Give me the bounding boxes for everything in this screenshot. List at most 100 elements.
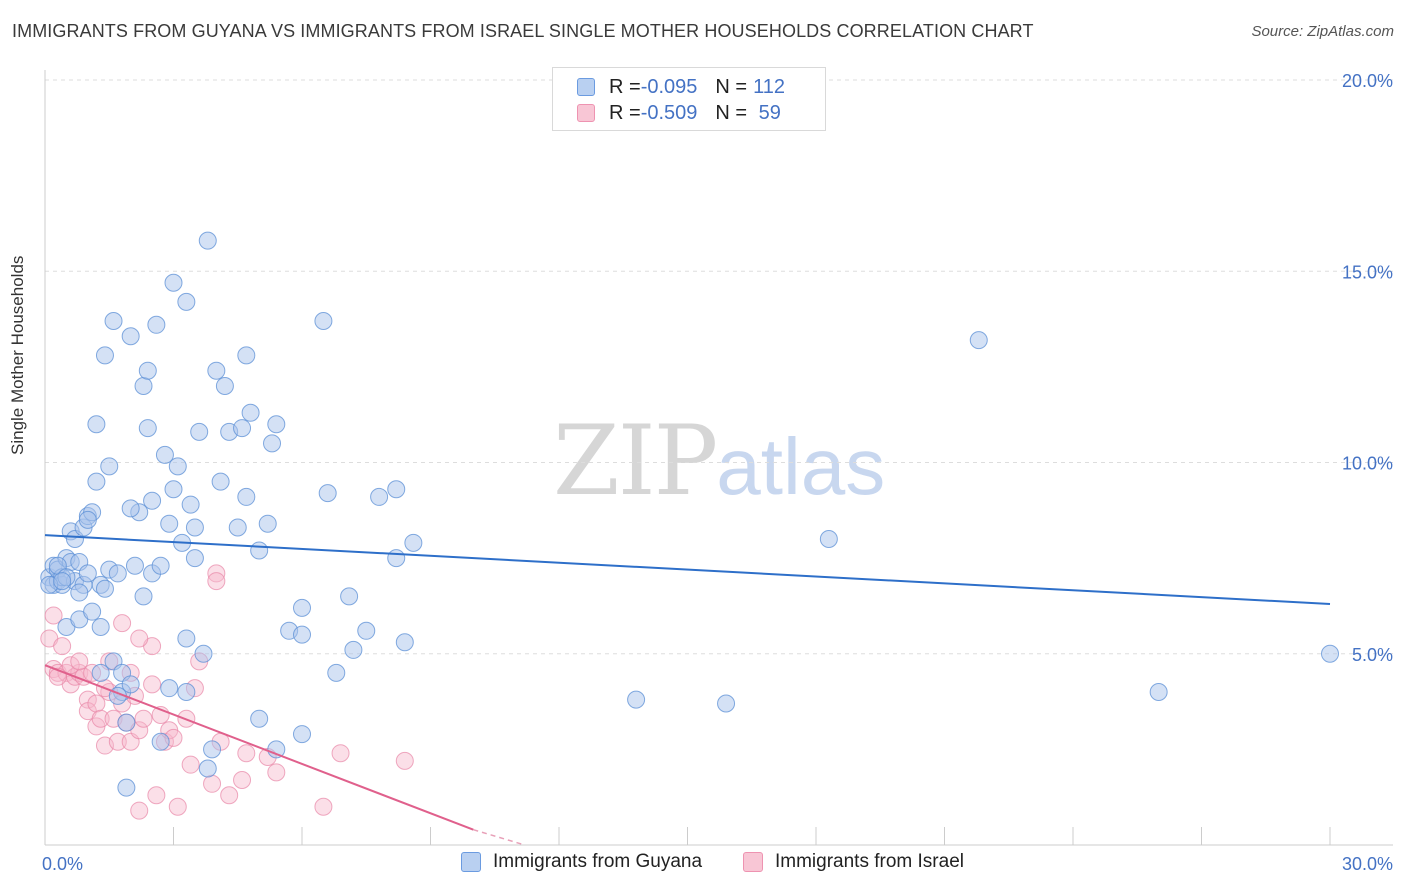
- trend-lines: [44, 534, 1331, 846]
- data-point-guyana: [387, 480, 406, 499]
- axes: [44, 70, 1393, 846]
- data-point-guyana: [78, 564, 97, 583]
- data-point-israel: [181, 755, 200, 774]
- watermark-atlas: atlas: [716, 422, 886, 511]
- data-point-israel: [53, 637, 72, 656]
- data-point-guyana: [404, 533, 423, 552]
- data-point-guyana: [53, 572, 72, 591]
- correlation-legend: R = -0.095 N = 112 R = -0.509 N = 59: [552, 67, 826, 131]
- data-point-guyana: [155, 445, 174, 464]
- data-point-guyana: [95, 579, 114, 598]
- trend-line-guyana: [44, 534, 1331, 606]
- trend-line-israel: [44, 664, 474, 831]
- data-point-guyana: [211, 472, 230, 491]
- data-point-guyana: [1321, 644, 1339, 663]
- data-point-guyana: [108, 564, 127, 583]
- data-point-israel: [113, 614, 132, 633]
- data-point-israel: [207, 572, 226, 591]
- data-point-israel: [168, 797, 187, 816]
- watermark: ZIPatlas: [553, 405, 885, 517]
- bottom-legend-israel[interactable]: Immigrants from Israel: [743, 851, 964, 873]
- bottom-legend-guyana[interactable]: Immigrants from Guyana: [461, 851, 702, 873]
- data-point-guyana: [267, 415, 286, 434]
- data-point-israel: [130, 801, 149, 820]
- legend-r-label: R =: [609, 101, 641, 124]
- data-point-guyana: [87, 472, 106, 491]
- data-point-israel: [130, 629, 149, 648]
- data-point-guyana: [100, 457, 119, 476]
- tick-labels: 5.0% 10.0% 15.0% 20.0% 0.0% 30.0%: [42, 71, 1393, 874]
- data-point-guyana: [138, 419, 157, 438]
- source-label[interactable]: Source: ZipAtlas.com: [1251, 23, 1394, 40]
- data-point-guyana: [134, 377, 153, 395]
- legend-row-guyana: R = -0.095 N = 112: [577, 75, 785, 99]
- data-point-israel: [91, 709, 110, 728]
- data-point-israel: [70, 652, 89, 671]
- data-point-guyana: [91, 663, 110, 682]
- y-tick-label: 10.0%: [1342, 454, 1393, 474]
- data-point-guyana: [395, 633, 414, 652]
- data-point-guyana: [263, 434, 282, 453]
- chart-title: IMMIGRANTS FROM GUYANA VS IMMIGRANTS FRO…: [12, 21, 1034, 41]
- data-point-guyana: [177, 683, 196, 701]
- data-point-guyana: [78, 510, 97, 529]
- legend-n-label: N =: [715, 101, 748, 124]
- data-point-israel: [207, 564, 226, 583]
- data-point-guyana: [318, 484, 337, 503]
- y-tick-label: 15.0%: [1342, 262, 1393, 282]
- legend-r-label: R =: [609, 75, 641, 98]
- data-point-guyana: [340, 587, 359, 606]
- data-point-guyana: [387, 549, 406, 568]
- data-point-israel: [203, 774, 222, 793]
- data-point-guyana: [267, 740, 286, 759]
- bottom-legend-swatch-israel: [743, 852, 763, 872]
- legend-n-value: 59: [753, 101, 781, 124]
- data-point-israel: [44, 606, 63, 625]
- series-guyana: [40, 231, 1339, 797]
- data-point-israel: [61, 656, 80, 675]
- data-point-guyana: [228, 518, 247, 537]
- data-point-guyana: [70, 583, 89, 602]
- data-point-guyana: [147, 315, 166, 334]
- data-point-guyana: [819, 530, 838, 548]
- data-point-israel: [233, 770, 252, 789]
- data-point-guyana: [357, 621, 376, 640]
- data-point-guyana: [104, 311, 123, 330]
- data-point-guyana: [177, 292, 196, 311]
- data-point-guyana: [185, 549, 204, 568]
- data-point-guyana: [293, 725, 311, 744]
- data-point-guyana: [327, 663, 346, 682]
- data-point-israel: [314, 797, 333, 816]
- data-point-guyana: [293, 598, 311, 617]
- data-point-guyana: [160, 679, 179, 698]
- data-point-guyana: [151, 732, 170, 751]
- trend-line-israel-extension: [473, 828, 525, 846]
- data-point-guyana: [185, 518, 204, 537]
- data-point-guyana: [181, 495, 200, 514]
- data-point-guyana: [91, 617, 110, 636]
- data-point-guyana: [198, 231, 217, 250]
- data-point-guyana: [125, 556, 144, 575]
- data-point-israel: [134, 709, 153, 728]
- data-point-guyana: [194, 644, 213, 663]
- bottom-legend-swatch-guyana: [461, 852, 481, 872]
- data-point-guyana: [237, 346, 256, 365]
- data-point-guyana: [207, 361, 226, 380]
- legend-n-value: 112: [753, 75, 785, 98]
- data-point-guyana: [250, 541, 269, 560]
- data-point-israel: [108, 732, 127, 751]
- legend-row-israel: R = -0.509 N = 59: [577, 101, 781, 125]
- data-point-guyana: [241, 403, 260, 422]
- data-point-guyana: [117, 713, 136, 732]
- y-tick-label: 20.0%: [1342, 71, 1393, 91]
- data-point-guyana: [117, 778, 136, 797]
- data-point-guyana: [314, 311, 333, 330]
- bottom-legend-label-guyana: Immigrants from Guyana: [493, 851, 703, 872]
- legend-swatch-guyana: [577, 78, 595, 96]
- data-point-israel: [331, 744, 350, 763]
- legend-swatch-israel: [577, 104, 595, 122]
- gridlines: [45, 79, 1393, 655]
- data-point-guyana: [164, 273, 183, 292]
- data-point-guyana: [258, 514, 277, 533]
- y-tick-label: 5.0%: [1352, 645, 1393, 665]
